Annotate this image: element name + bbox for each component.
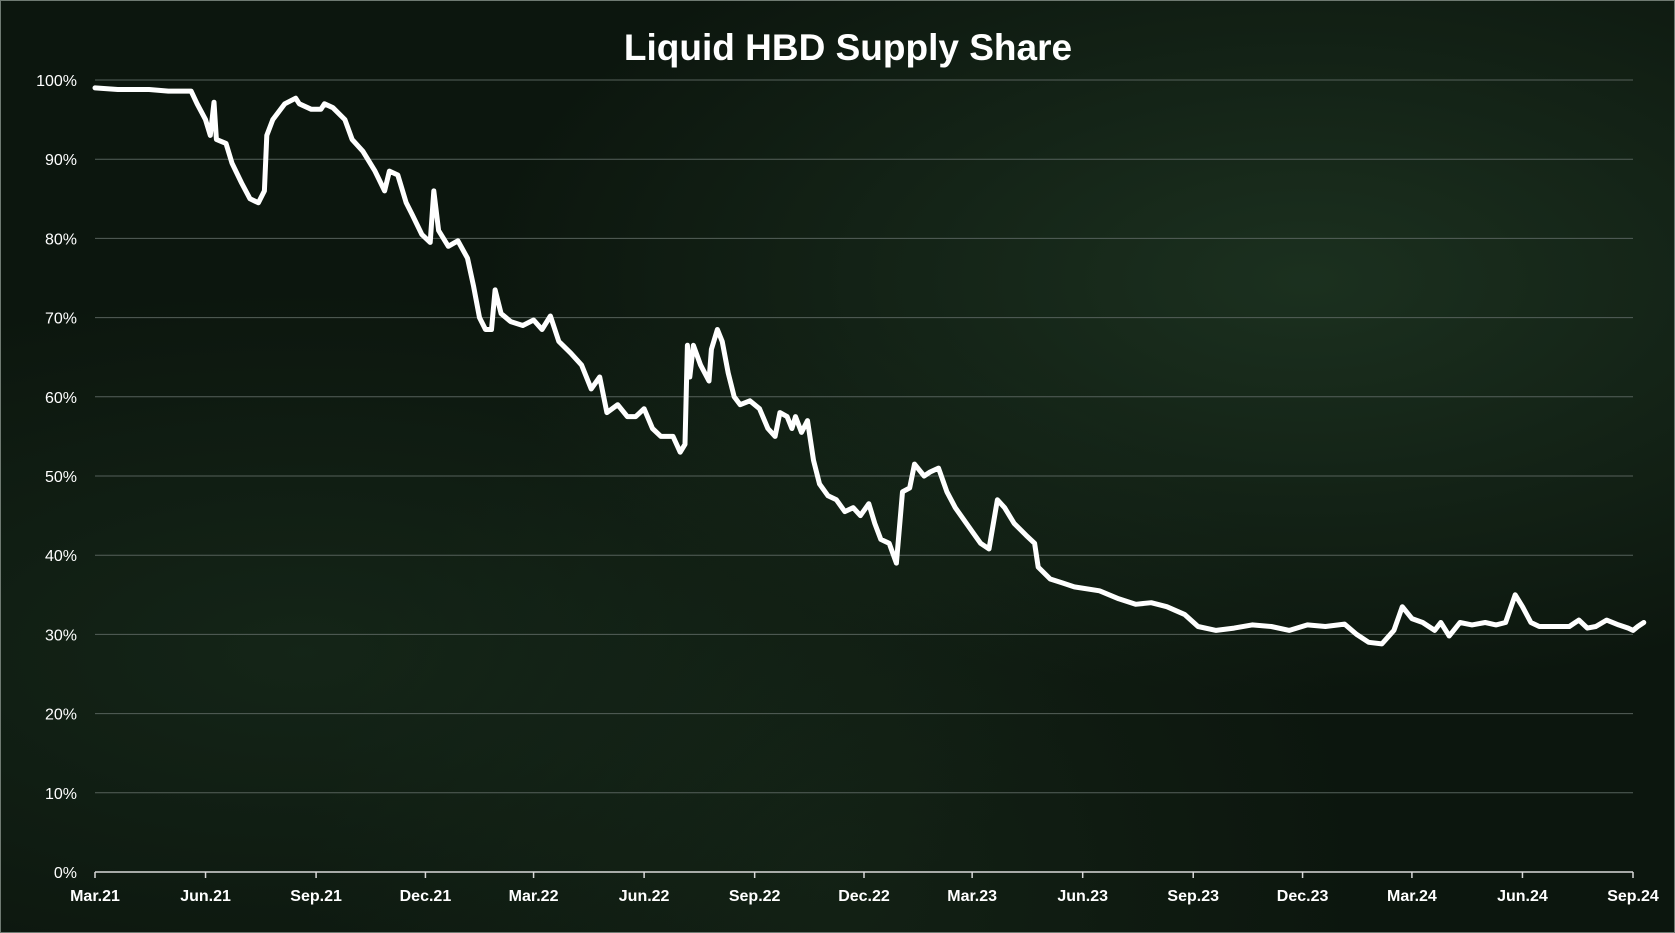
y-axis-tick-labels: 0% 10% 20% 30% 40% 50% 60% 70% 80% 90% 100% [36,73,77,882]
x-tick-label: Dec.22 [838,888,890,905]
x-tick-label: Sep.24 [1607,888,1659,905]
y-tick-label: 70% [45,311,77,328]
x-tick-label: Sep.22 [729,888,781,905]
x-tick-label: Mar.21 [70,888,120,905]
gridlines [95,79,1633,794]
y-tick-label: 10% [45,786,77,803]
series-layer [92,85,1647,647]
x-tick-label: Jun.21 [180,888,231,905]
chart-title: Liquid HBD Supply Share [624,27,1072,68]
x-tick-label: Jun.24 [1497,888,1548,905]
x-tick-label: Jun.22 [619,888,670,905]
y-tick-label: 40% [45,548,77,565]
y-tick-label: 90% [45,152,77,169]
y-tick-label: 50% [45,469,77,486]
y-tick-label: 80% [45,231,77,248]
series-line [92,85,1647,647]
x-tick-label: Sep.21 [290,888,342,905]
y-tick-label: 60% [45,390,77,407]
x-tick-label: Mar.23 [947,888,997,905]
y-tick-label: 0% [54,865,77,882]
x-tick-label: Dec.21 [400,888,452,905]
y-tick-label: 100% [36,73,77,90]
x-tick-label: Jun.23 [1057,888,1108,905]
x-axis-tick-labels: Mar.21 Jun.21 Sep.21 Dec.21 Mar.22 Jun.22 Sep.… [70,872,1659,905]
x-tick-label: Dec.23 [1277,888,1329,905]
y-tick-label: 30% [45,627,77,644]
x-tick-label: Mar.22 [509,888,559,905]
x-tick-label: Mar.24 [1387,888,1437,905]
y-tick-label: 20% [45,707,77,724]
x-tick-label: Sep.23 [1167,888,1219,905]
